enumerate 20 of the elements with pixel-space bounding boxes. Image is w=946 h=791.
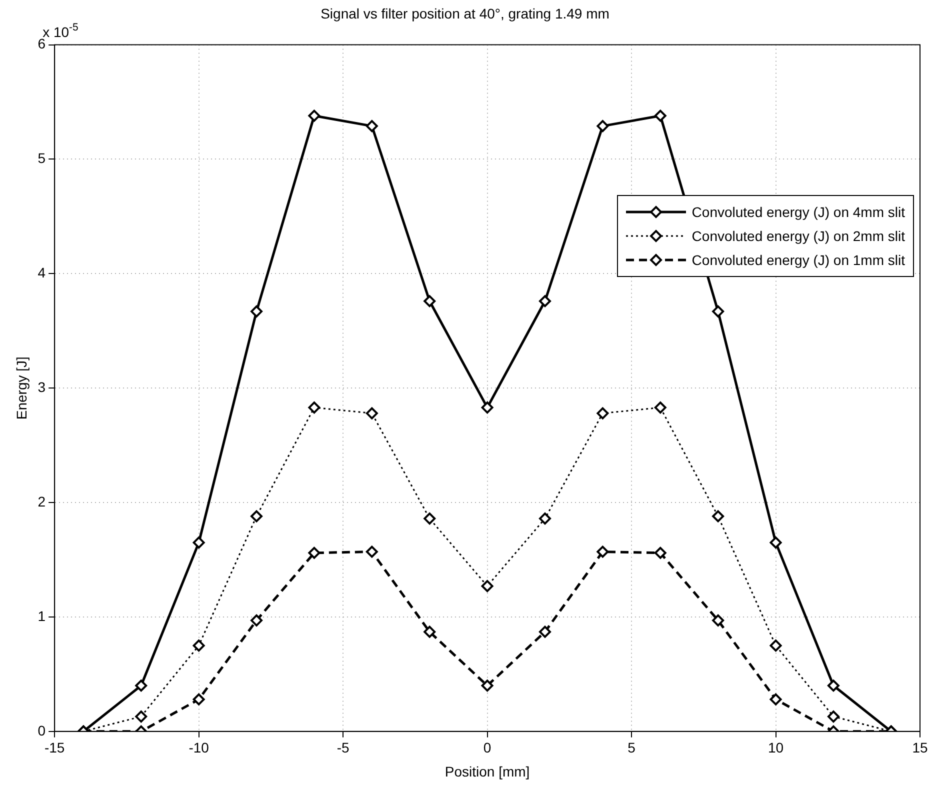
x-tick-label: 5 [628,740,636,756]
legend-label: Convoluted energy (J) on 2mm slit [692,228,905,244]
legend-label: Convoluted energy (J) on 1mm slit [692,252,905,268]
y-tick-label: 5 [38,150,46,166]
y-axis-title: Energy [J] [13,356,30,420]
chart-title: Signal vs filter position at 40°, grating 1.49 mm [320,5,610,22]
y-tick-label: 4 [38,264,46,281]
legend-label: Convoluted energy (J) on 4mm slit [692,204,905,220]
y-tick-label: 3 [38,378,46,395]
x-tick-label: -10 [188,740,210,756]
x-tick-label: 10 [768,740,784,756]
y-tick-label: 6 [38,36,46,52]
y-tick-label: 1 [38,608,46,624]
x-tick-label: 15 [912,740,928,756]
x-tick-label: -15 [44,740,65,756]
y-tick-label: 2 [38,493,46,510]
x-tick-label: -5 [336,740,350,756]
y-tick-label: 0 [38,722,46,738]
x-tick-label: 0 [483,740,492,756]
x-axis-title: Position [mm] [444,763,530,780]
